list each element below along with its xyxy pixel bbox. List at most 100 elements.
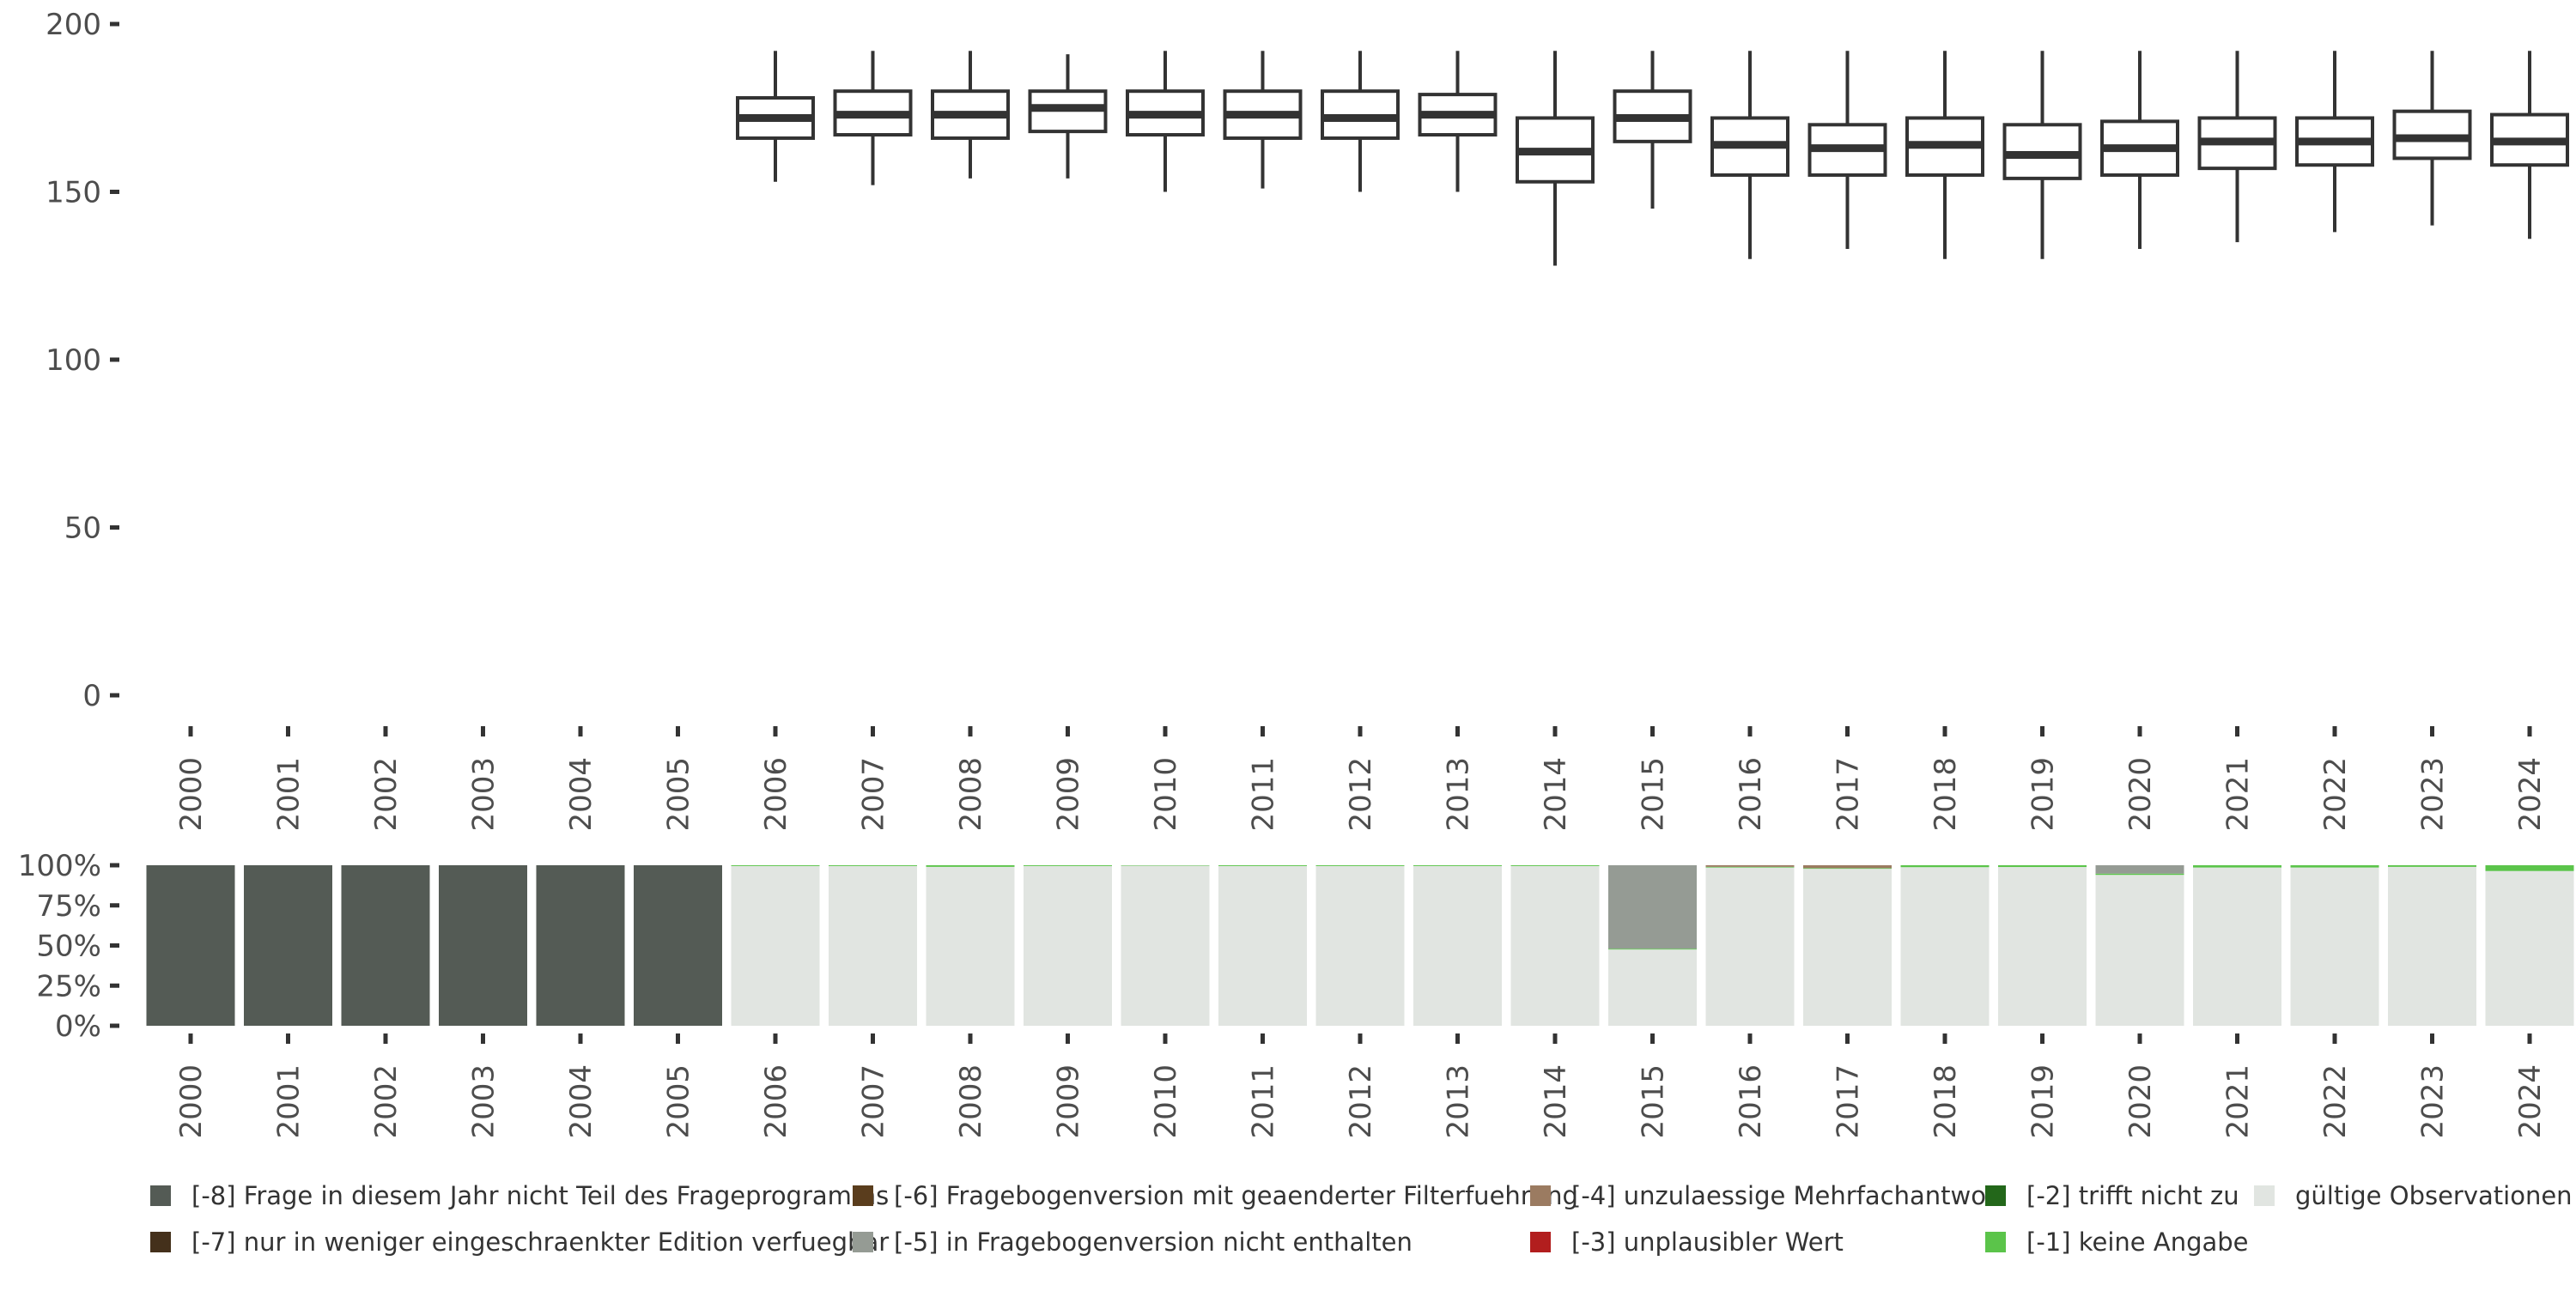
bar-segment <box>2193 867 2281 1026</box>
x-tick-label: 2013 <box>1442 1064 1476 1139</box>
x-tick-label: 2022 <box>2318 757 2353 832</box>
bar-segment <box>1218 865 1307 1026</box>
x-tick-label: 2019 <box>2026 1064 2061 1139</box>
x-tick-label: 2004 <box>564 1064 598 1139</box>
stacked-bar-2009 <box>1024 865 1112 1026</box>
bar-segment <box>1803 868 1892 870</box>
x-tick-label: 2011 <box>1247 757 1281 832</box>
x-tick-label: 2010 <box>1149 1064 1183 1139</box>
bar-segment <box>1900 867 1990 1026</box>
x-tick-label: 2018 <box>1929 1064 1963 1139</box>
stacked-bar-2001 <box>244 865 332 1026</box>
x-tick-label: 2014 <box>1539 1064 1573 1139</box>
x-tick-label: 2020 <box>2123 757 2158 832</box>
legend-swatch <box>1985 1185 2006 1206</box>
legend-swatch <box>150 1232 171 1252</box>
y-tick-label: 100 <box>46 343 101 378</box>
x-tick-label: 2022 <box>2318 1064 2353 1139</box>
x-tick-label: 2013 <box>1442 757 1476 832</box>
bar-segment <box>1315 865 1405 866</box>
x-tick-label: 2007 <box>857 1064 891 1139</box>
y-tick-label: 0% <box>55 1009 101 1044</box>
stacked-bar-2024 <box>2485 865 2574 1026</box>
x-tick-label: 2003 <box>467 1064 501 1139</box>
bar-segment <box>2193 865 2281 868</box>
bar-segment <box>1218 865 1307 866</box>
x-tick-label: 2000 <box>174 757 209 832</box>
legend-label: [-4] unzulaessige Mehrfachantwort <box>1571 1181 2006 1210</box>
x-tick-label: 2012 <box>1344 1064 1378 1139</box>
bar-y-axis: 0% 25% 50% 75% 100% <box>18 849 119 1044</box>
stacked-bar-2002 <box>341 865 430 1026</box>
y-tick-label: 200 <box>46 8 101 42</box>
bar-segment <box>244 865 332 1026</box>
x-tick-label: 2012 <box>1344 757 1378 832</box>
stacked-bar-2000 <box>146 865 235 1026</box>
box-2008 <box>931 51 1010 179</box>
bar-segment <box>829 865 917 1026</box>
bar-segment <box>829 865 917 866</box>
bar-segment <box>634 865 722 1026</box>
legend-swatch <box>150 1185 171 1206</box>
stacked-bar-2021 <box>2193 865 2281 1026</box>
bar-segment <box>341 865 430 1026</box>
x-tick-label: 2021 <box>2221 1064 2256 1139</box>
x-tick-label: 2002 <box>369 757 404 832</box>
x-tick-label: 2008 <box>954 757 988 832</box>
bar-segment <box>1705 867 1795 1026</box>
x-tick-label: 2014 <box>1539 757 1573 832</box>
stacked-bar-2003 <box>439 865 527 1026</box>
x-tick-label: 2005 <box>662 1064 696 1139</box>
bar-segment <box>1413 865 1502 866</box>
stacked-bar-2006 <box>731 865 820 1026</box>
box-2011 <box>1223 51 1303 189</box>
bar-segment <box>1024 865 1112 1026</box>
legend-label: [-7] nur in weniger eingeschraenkter Edi… <box>191 1227 889 1257</box>
box-2018 <box>1905 51 1984 259</box>
legend-swatch <box>1530 1232 1551 1252</box>
x-tick-label: 2011 <box>1247 1064 1281 1139</box>
bar-segment <box>1413 865 1502 1026</box>
legend-label: gültige Observationen <box>2295 1181 2573 1210</box>
bar-segment <box>536 865 625 1026</box>
stacked-bar-2020 <box>2095 865 2184 1026</box>
stacked-bar-2017 <box>1803 865 1892 1026</box>
bar-x-axis: 2000 2001 2002 2003 2004 2005 2006 2007 2008 2009… <box>174 1033 2548 1139</box>
bar-segment <box>926 866 1015 1026</box>
stacked-bar-2004 <box>536 865 625 1026</box>
box-2012 <box>1321 51 1400 192</box>
y-tick-label: 75% <box>36 889 101 924</box>
box-2013 <box>1418 51 1498 192</box>
bar-segment <box>1510 865 1600 1026</box>
bar-segment <box>439 865 527 1026</box>
box-2017 <box>1807 51 1887 249</box>
bar-segment <box>2095 875 2184 1026</box>
legend-swatch <box>2254 1185 2275 1206</box>
stacked-bar-2023 <box>2388 865 2476 1026</box>
box-2020 <box>2100 51 2179 249</box>
y-tick-label: 0 <box>82 679 101 713</box>
bar-segment <box>1024 865 1112 866</box>
legend-swatch <box>853 1185 873 1206</box>
stacked-bar-2015 <box>1608 865 1697 1026</box>
bar-segment <box>2485 865 2574 871</box>
legend-label: [-2] trifft nicht zu <box>2026 1181 2239 1210</box>
y-tick-label: 150 <box>46 176 101 210</box>
bar-segment <box>1900 865 1990 868</box>
y-tick-label: 100% <box>18 849 101 883</box>
bar-segment <box>1510 865 1600 866</box>
x-tick-label: 2001 <box>272 757 307 832</box>
x-tick-label: 2001 <box>272 1064 307 1139</box>
stacked-bar-2012 <box>1315 865 1405 1026</box>
x-tick-label: 2004 <box>564 757 598 832</box>
x-tick-label: 2008 <box>954 1064 988 1139</box>
bar-segment <box>1803 865 1892 869</box>
bar-segment <box>1315 865 1405 1026</box>
box-2007 <box>833 51 913 185</box>
x-tick-label: 2023 <box>2416 1064 2451 1139</box>
stacked-bar-2018 <box>1900 865 1990 1026</box>
legend: [-8] Frage in diesem Jahr nicht Teil des… <box>150 1181 2573 1257</box>
x-tick-label: 2016 <box>1734 1064 1768 1139</box>
x-tick-label: 2006 <box>759 1064 793 1139</box>
